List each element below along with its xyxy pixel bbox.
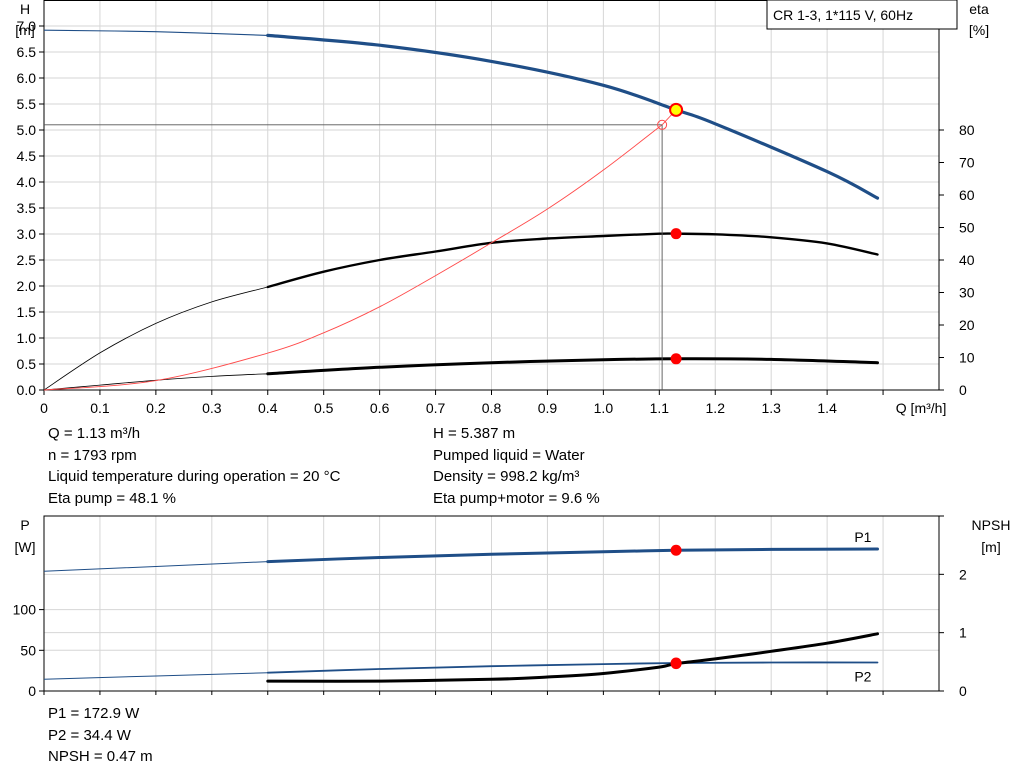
q-tick-label: 1.1 <box>650 400 670 416</box>
p1-curve <box>266 547 879 564</box>
h-tick-label: 5.0 <box>17 122 37 138</box>
p-tick-label: 0 <box>28 683 36 699</box>
eta-pump-duty-point <box>670 228 682 240</box>
info-density: Density = 998.2 kg/m³ <box>433 468 580 485</box>
head-curve-extrapolated <box>43 29 268 36</box>
info-bottom: P1 = 172.9 W P2 = 34.4 W NPSH = 0.47 m <box>48 703 153 768</box>
eta-total-curve <box>266 357 879 376</box>
info-head: H = 5.387 m <box>433 425 516 442</box>
q-tick-label: 0.9 <box>538 400 558 416</box>
h-tick-label: 1.0 <box>17 330 37 346</box>
eta-tick-label: 40 <box>959 252 975 268</box>
q-tick-label: 1.4 <box>817 400 837 416</box>
q-tick-label: 1.2 <box>706 400 726 416</box>
p2-curve <box>266 661 879 674</box>
bottom-axes: 0 50 100 0 1 2 P [W] NPSH [m] <box>13 515 1011 699</box>
h-tick-label: 4.0 <box>17 174 37 190</box>
info-p1: P1 = 172.9 W <box>48 705 140 722</box>
h-tick-label: 1.5 <box>17 304 37 320</box>
npsh-axis-label: NPSH <box>972 517 1011 533</box>
h-tick-label: 0.0 <box>17 382 37 398</box>
q-tick-label: 0 <box>40 400 48 416</box>
h-tick-label: 3.5 <box>17 200 37 216</box>
q-tick-label: 0.6 <box>370 400 390 416</box>
h-tick-label: 6.5 <box>17 44 37 60</box>
bottom-curves: P1 P2 <box>43 529 879 685</box>
top-axes: 0.0 0.5 1.0 1.5 2.0 2.5 3.0 3.5 4.0 4.5 5.0 5.5 6.0 6… <box>15 1 989 416</box>
p1-series-label: P1 <box>854 529 871 545</box>
system-curve <box>43 124 663 391</box>
operating-point-marker <box>669 102 684 117</box>
bottom-chart: 0 50 100 0 1 2 P [W] NPSH [m] P1 P2 <box>13 515 1011 699</box>
h-tick-label: 4.5 <box>17 148 37 164</box>
info-pumped-liquid: Pumped liquid = Water <box>433 446 585 464</box>
q-tick-label: 0.7 <box>426 400 446 416</box>
eta-tick-label: 70 <box>959 155 975 171</box>
info-npsh: NPSH = 0.47 m <box>48 748 153 765</box>
info-eta-pump: Eta pump = 48.1 % <box>48 489 176 507</box>
q-tick-label: 0.5 <box>314 400 334 416</box>
npsh-curve <box>266 632 879 683</box>
eta-tick-label: 30 <box>959 285 975 301</box>
header-box <box>766 0 958 30</box>
p1-curve-extrapolated <box>43 561 268 572</box>
eta-tick-label: 20 <box>959 317 975 333</box>
info-flow: Q = 1.13 m³/h <box>48 425 141 442</box>
npsh-duty-point <box>670 658 682 670</box>
h-axis-unit: [m] <box>15 22 34 38</box>
q-tick-label: 1.0 <box>594 400 614 416</box>
info-p2: P2 = 34.4 W <box>48 726 131 744</box>
eta-tick-label: 0 <box>959 382 967 398</box>
eta-total-duty-point <box>670 353 682 365</box>
npsh-tick-label: 0 <box>959 683 967 699</box>
eta-axis-label: eta <box>969 1 989 17</box>
p-tick-label: 100 <box>13 602 37 618</box>
h-tick-label: 2.5 <box>17 252 37 268</box>
info-liquid-temperature: Liquid temperature during operation = 20… <box>48 468 341 485</box>
eta-pump-curve <box>266 232 879 289</box>
q-tick-label: 0.1 <box>90 400 110 416</box>
h-tick-label: 7.0 <box>17 18 37 34</box>
npsh-tick-label: 2 <box>959 566 967 582</box>
npsh-axis-unit: [m] <box>981 539 1000 555</box>
top-grid <box>44 0 939 390</box>
required-point-marker <box>657 119 668 130</box>
h-tick-label: 3.0 <box>17 226 37 242</box>
q-tick-label: 0.3 <box>202 400 222 416</box>
header-box-title: CR 1-3, 1*115 V, 60Hz <box>773 7 913 23</box>
q-axis-label: Q [m³/h] <box>896 400 947 416</box>
q-tick-label: 1.3 <box>761 400 781 416</box>
eta-tick-label: 10 <box>959 350 975 366</box>
p2-series-label: P2 <box>854 669 871 685</box>
info-eta-pump-motor: Eta pump+motor = 9.6 % <box>433 489 600 507</box>
p2-curve-extrapolated <box>43 672 268 680</box>
eta-axis-unit: [%] <box>969 22 989 38</box>
h-tick-label: 5.5 <box>17 96 37 112</box>
h-tick-label: 6.0 <box>17 70 37 86</box>
h-tick-label: 0.5 <box>17 356 37 372</box>
eta-pump-curve-extrapolated <box>43 286 268 391</box>
top-chart: 0.0 0.5 1.0 1.5 2.0 2.5 3.0 3.5 4.0 4.5 5.0 5.5 6.0 6… <box>15 0 989 416</box>
p1-duty-point <box>670 544 682 556</box>
top-curves <box>43 29 880 391</box>
info-top-left: Q = 1.13 m³/h n = 1793 rpm Liquid temper… <box>48 423 340 509</box>
p-axis-unit: [W] <box>15 539 36 555</box>
q-tick-label: 0.4 <box>258 400 278 416</box>
eta-tick-label: 50 <box>959 220 975 236</box>
npsh-tick-label: 1 <box>959 625 967 641</box>
p-axis-label: P <box>20 517 29 533</box>
p-tick-label: 50 <box>20 642 36 658</box>
h-axis-label: H <box>20 1 30 17</box>
eta-tick-label: 60 <box>959 187 975 203</box>
eta-tick-label: 80 <box>959 122 975 138</box>
q-tick-label: 0.2 <box>146 400 166 416</box>
info-speed: n = 1793 rpm <box>48 446 137 464</box>
q-tick-label: 0.8 <box>482 400 502 416</box>
info-top-right: H = 5.387 m Pumped liquid = Water Densit… <box>433 423 600 509</box>
h-tick-label: 2.0 <box>17 278 37 294</box>
head-curve <box>266 33 880 200</box>
